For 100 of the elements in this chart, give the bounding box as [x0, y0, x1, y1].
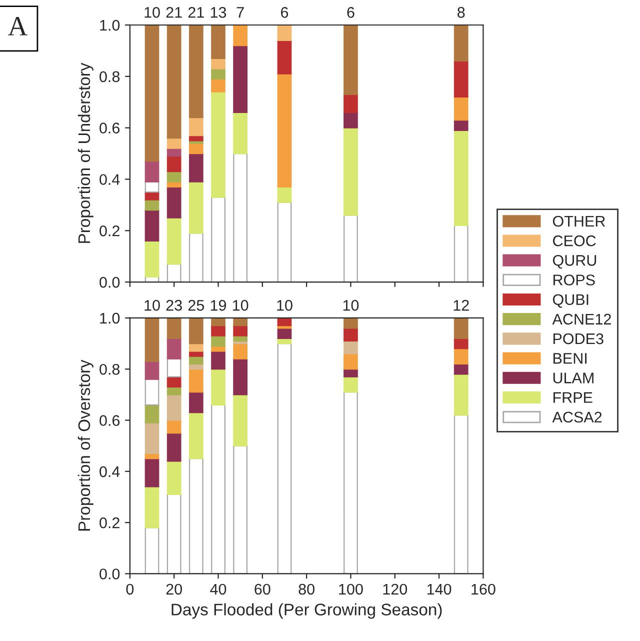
bar	[211, 78, 226, 92]
bar	[166, 170, 182, 182]
bar	[454, 60, 468, 98]
bar	[211, 404, 226, 574]
bar	[188, 458, 204, 574]
annotation: 10	[144, 300, 160, 311]
bar	[166, 432, 182, 462]
bar	[211, 335, 226, 347]
bar	[211, 25, 226, 59]
annotation: 10	[232, 300, 248, 311]
bar	[233, 45, 248, 113]
annotation: 21	[188, 6, 204, 18]
bar	[277, 202, 292, 282]
bar	[344, 392, 358, 574]
y-tick-label: 0.4	[100, 174, 120, 185]
annotation: 10	[144, 6, 160, 18]
bar	[454, 363, 468, 375]
y-tick-label: 0.6	[100, 122, 120, 134]
bar	[454, 374, 468, 416]
y-tick-label: 0.8	[100, 71, 120, 82]
bar	[188, 350, 204, 357]
x-tick-label: 140	[427, 584, 452, 595]
bar	[454, 348, 468, 365]
bar	[277, 25, 292, 41]
annotation: 10	[343, 300, 359, 311]
bar	[144, 318, 160, 362]
bar	[144, 422, 160, 454]
annotation: 6	[347, 6, 354, 18]
bar	[344, 328, 358, 342]
legend-label: FRPE	[553, 392, 592, 403]
bar	[188, 318, 204, 344]
bar	[277, 186, 292, 203]
bar	[211, 350, 226, 370]
y-axis-title: Proportion of Understory	[78, 62, 94, 243]
bar	[233, 112, 248, 154]
bar	[166, 186, 182, 218]
bar	[188, 152, 204, 182]
bar	[454, 338, 468, 350]
legend-label: CEOC	[553, 235, 596, 246]
bar	[344, 94, 358, 113]
bar	[211, 325, 226, 336]
bar	[166, 394, 182, 421]
bar	[344, 353, 358, 370]
bar	[233, 152, 248, 282]
bar	[188, 181, 204, 234]
annotation: 12	[454, 300, 469, 311]
y-tick-label: 0.2	[100, 226, 120, 236]
y-tick-label: 1.0	[100, 20, 120, 31]
bar	[166, 338, 182, 360]
bar	[144, 160, 160, 182]
bar	[166, 263, 182, 282]
bar	[188, 116, 204, 136]
bar	[144, 240, 160, 278]
y-tick-label: 0.4	[100, 466, 120, 478]
bar	[344, 112, 358, 128]
bar	[233, 358, 248, 396]
annotation: 10	[277, 300, 292, 311]
bar	[277, 318, 292, 326]
x-tick-label: 20	[166, 584, 182, 595]
bar	[166, 138, 182, 149]
bar	[144, 378, 160, 406]
legend-label: ACSA2	[552, 412, 602, 423]
bar	[144, 360, 160, 380]
x-tick-label: 80	[298, 584, 314, 595]
bar	[233, 325, 248, 336]
bar	[144, 210, 160, 242]
bar	[188, 368, 204, 393]
x-tick-label: 160	[472, 584, 496, 595]
bar	[454, 96, 468, 121]
y-tick-label: 0.6	[100, 415, 120, 426]
bar	[344, 25, 358, 95]
x-tick-label: 60	[254, 584, 270, 595]
bar	[344, 340, 358, 354]
annotation: 25	[188, 300, 204, 311]
legend-label: ACNE12	[552, 314, 611, 325]
bar	[188, 232, 204, 282]
legend-label: ROPS	[553, 274, 595, 286]
bar	[454, 224, 468, 282]
annotation: 23	[166, 300, 182, 311]
annotation: 19	[210, 300, 226, 311]
bar	[277, 342, 292, 574]
x-tick-label: 0	[126, 584, 134, 595]
x-tick-label: 40	[210, 584, 226, 595]
annotation: 6	[281, 6, 288, 18]
annotation: 8	[458, 6, 465, 18]
bar	[211, 196, 226, 282]
bar	[454, 120, 468, 131]
legend-label: PODE3	[553, 333, 604, 344]
bar	[454, 318, 468, 339]
x-tick-label: 100	[339, 584, 363, 595]
x-axis-title: Days Flooded (Per Growing Season)	[172, 603, 442, 619]
legend-label: ULAM	[553, 372, 594, 384]
bar	[344, 127, 358, 216]
bar	[233, 342, 248, 360]
y-tick-label: 0.0	[100, 568, 120, 580]
bar	[166, 318, 182, 339]
bar	[166, 358, 182, 378]
bar	[166, 217, 182, 265]
bar	[211, 318, 226, 326]
annotation: 7	[236, 7, 244, 18]
